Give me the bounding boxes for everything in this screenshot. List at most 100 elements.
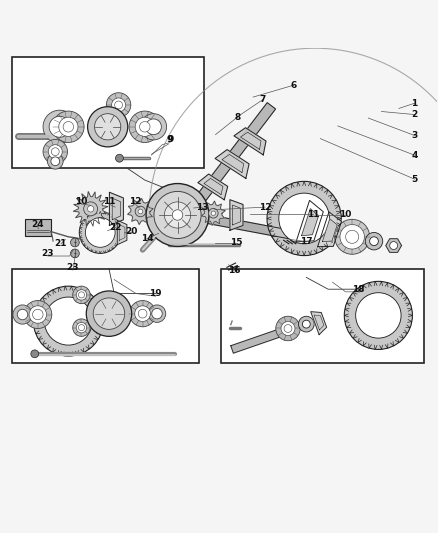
Circle shape bbox=[51, 157, 60, 166]
Polygon shape bbox=[112, 198, 120, 220]
Circle shape bbox=[346, 230, 359, 244]
Circle shape bbox=[298, 316, 314, 332]
Circle shape bbox=[135, 306, 150, 321]
Bar bbox=[221, 269, 424, 362]
Polygon shape bbox=[314, 315, 324, 330]
Text: 13: 13 bbox=[196, 203, 208, 212]
Polygon shape bbox=[127, 198, 153, 224]
Circle shape bbox=[106, 93, 131, 117]
Polygon shape bbox=[187, 103, 276, 215]
Circle shape bbox=[336, 220, 369, 253]
Circle shape bbox=[141, 114, 166, 140]
Circle shape bbox=[129, 111, 160, 142]
Circle shape bbox=[180, 208, 196, 224]
Polygon shape bbox=[311, 312, 327, 335]
Polygon shape bbox=[73, 191, 108, 226]
Polygon shape bbox=[201, 201, 225, 225]
Circle shape bbox=[33, 286, 103, 356]
Circle shape bbox=[279, 193, 329, 244]
Circle shape bbox=[86, 291, 132, 336]
Circle shape bbox=[63, 122, 74, 132]
Circle shape bbox=[281, 321, 295, 335]
Text: 10: 10 bbox=[339, 211, 351, 220]
Circle shape bbox=[154, 191, 201, 239]
Circle shape bbox=[13, 305, 32, 324]
Circle shape bbox=[152, 309, 162, 319]
Circle shape bbox=[76, 289, 87, 300]
Circle shape bbox=[172, 210, 183, 220]
Polygon shape bbox=[222, 155, 244, 173]
Circle shape bbox=[47, 154, 63, 169]
Text: 20: 20 bbox=[126, 227, 138, 236]
Circle shape bbox=[135, 206, 146, 217]
Circle shape bbox=[135, 117, 154, 136]
Text: 5: 5 bbox=[411, 175, 418, 184]
Circle shape bbox=[276, 316, 300, 341]
Text: 19: 19 bbox=[149, 289, 162, 298]
Polygon shape bbox=[119, 224, 125, 240]
Circle shape bbox=[95, 114, 121, 140]
Circle shape bbox=[146, 119, 161, 135]
Circle shape bbox=[71, 249, 79, 258]
Circle shape bbox=[365, 232, 383, 250]
Circle shape bbox=[78, 325, 85, 330]
Polygon shape bbox=[296, 200, 323, 242]
Text: 8: 8 bbox=[234, 112, 240, 122]
Circle shape bbox=[302, 320, 310, 328]
Polygon shape bbox=[215, 150, 249, 179]
Circle shape bbox=[53, 111, 84, 142]
Polygon shape bbox=[110, 192, 124, 225]
Circle shape bbox=[29, 306, 46, 323]
Circle shape bbox=[43, 140, 67, 164]
Text: 22: 22 bbox=[110, 223, 122, 232]
Circle shape bbox=[24, 301, 52, 328]
Circle shape bbox=[148, 305, 166, 322]
Circle shape bbox=[73, 319, 90, 336]
Circle shape bbox=[164, 202, 191, 228]
Circle shape bbox=[49, 116, 70, 138]
Polygon shape bbox=[318, 212, 342, 247]
Text: 23: 23 bbox=[42, 249, 54, 258]
Text: 4: 4 bbox=[411, 151, 418, 160]
Circle shape bbox=[370, 237, 378, 246]
Text: 17: 17 bbox=[300, 237, 313, 246]
Text: 14: 14 bbox=[141, 234, 153, 243]
Polygon shape bbox=[230, 200, 243, 230]
Circle shape bbox=[79, 212, 121, 253]
Text: 12: 12 bbox=[129, 197, 141, 206]
Polygon shape bbox=[190, 212, 298, 240]
Circle shape bbox=[115, 101, 123, 109]
Circle shape bbox=[88, 206, 94, 212]
Circle shape bbox=[73, 286, 90, 304]
Text: 23: 23 bbox=[67, 263, 79, 272]
Circle shape bbox=[208, 208, 218, 218]
Circle shape bbox=[335, 220, 370, 254]
Text: 15: 15 bbox=[230, 238, 243, 247]
Circle shape bbox=[130, 301, 155, 327]
Circle shape bbox=[184, 212, 193, 220]
Circle shape bbox=[267, 181, 341, 256]
Circle shape bbox=[93, 298, 125, 329]
Bar bbox=[12, 57, 204, 168]
Text: 1: 1 bbox=[411, 99, 418, 108]
Polygon shape bbox=[198, 174, 228, 200]
Polygon shape bbox=[240, 132, 261, 149]
Circle shape bbox=[138, 309, 147, 318]
Circle shape bbox=[116, 154, 124, 162]
Text: 9: 9 bbox=[168, 135, 174, 144]
Circle shape bbox=[146, 183, 209, 246]
Circle shape bbox=[85, 217, 115, 247]
Circle shape bbox=[343, 227, 362, 246]
Circle shape bbox=[344, 281, 413, 350]
Text: 6: 6 bbox=[290, 81, 297, 90]
Polygon shape bbox=[322, 219, 337, 241]
Polygon shape bbox=[386, 239, 402, 252]
Text: 10: 10 bbox=[75, 197, 88, 206]
Circle shape bbox=[32, 309, 43, 320]
Circle shape bbox=[284, 325, 292, 333]
Circle shape bbox=[88, 107, 128, 147]
Circle shape bbox=[78, 292, 85, 298]
Circle shape bbox=[175, 203, 201, 229]
Text: 24: 24 bbox=[32, 220, 44, 229]
Bar bbox=[12, 269, 199, 362]
